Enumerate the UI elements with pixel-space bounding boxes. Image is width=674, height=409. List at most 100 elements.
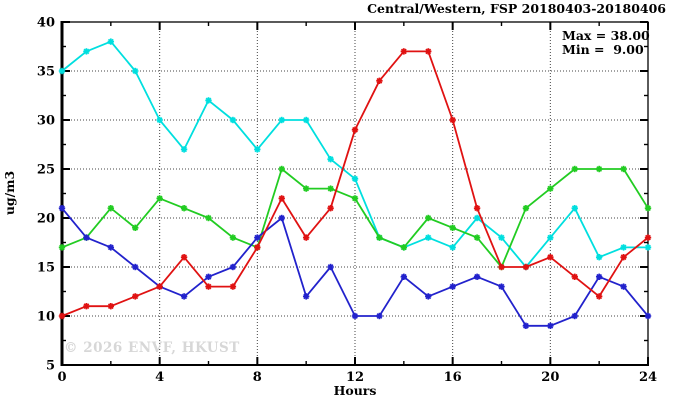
series-green-marker: [156, 195, 163, 202]
series-red-marker: [156, 283, 163, 290]
series-red-marker: [400, 48, 407, 55]
y-tick-label: 20: [37, 212, 55, 227]
series-blue-marker: [181, 293, 187, 300]
y-tick-label: 10: [37, 310, 55, 325]
series-blue-marker: [278, 215, 285, 221]
series-blue-marker: [449, 283, 456, 290]
series-red-marker: [132, 293, 139, 300]
series-cyan-marker: [278, 117, 285, 123]
series-cyan-marker: [303, 117, 310, 123]
y-tick-label: 15: [37, 261, 55, 276]
series-cyan-marker: [132, 68, 139, 74]
series-red-marker: [327, 205, 334, 212]
series-red-marker: [83, 303, 90, 310]
series-blue-marker: [83, 234, 90, 241]
series-red-marker: [181, 254, 187, 261]
axis-ticks: [61, 21, 649, 366]
series-red-marker: [474, 205, 480, 212]
series-red-marker: [107, 303, 114, 310]
series-green-marker: [376, 234, 383, 241]
y-tick-label: 5: [46, 359, 55, 374]
series-red-marker: [352, 126, 358, 133]
y-tick-label: 30: [37, 114, 55, 129]
gridlines: [62, 22, 648, 365]
x-tick-label: 8: [253, 370, 262, 385]
series-blue-marker: [620, 283, 627, 290]
series-blue-marker: [523, 322, 529, 329]
series-red-marker: [278, 195, 285, 202]
series-red-marker: [571, 273, 578, 280]
series-cyan-marker: [547, 234, 554, 241]
series-blue-marker: [645, 313, 651, 319]
series-red-marker: [523, 264, 529, 270]
series-blue-marker: [352, 313, 358, 319]
series-green: [58, 165, 652, 271]
series-green-marker: [230, 234, 236, 241]
x-tick-label: 12: [346, 370, 364, 385]
series-green-marker: [547, 185, 554, 192]
series-cyan-marker: [59, 68, 65, 74]
y-tick-label: 40: [37, 16, 55, 31]
series-red-marker: [59, 313, 65, 319]
series-red-marker: [376, 77, 383, 84]
series-cyan-marker: [474, 215, 480, 221]
series-red-marker: [620, 254, 627, 261]
series-red-marker: [498, 264, 505, 270]
series-red-marker: [254, 244, 261, 251]
x-tick-label: 0: [57, 370, 66, 385]
series-cyan-marker: [645, 244, 651, 251]
series-red-marker: [596, 293, 603, 300]
series-green-marker: [596, 166, 603, 172]
series-green-marker: [278, 166, 285, 172]
series-cyan-marker: [449, 244, 456, 251]
series-blue-marker: [327, 264, 334, 270]
series-green-marker: [327, 185, 334, 192]
x-axis-title: Hours: [334, 383, 377, 398]
series-cyan-marker: [620, 244, 627, 251]
x-tick-label: 24: [639, 370, 657, 385]
legend-min-label: Min = 9.00: [562, 42, 644, 57]
series-blue-marker: [425, 293, 432, 300]
series-red-marker: [547, 254, 554, 261]
series-blue-marker: [596, 273, 603, 280]
series-blue-marker: [254, 234, 261, 241]
series-blue-marker: [571, 313, 578, 319]
series-green-marker: [571, 166, 578, 172]
series-red-marker: [645, 234, 651, 241]
series-blue-marker: [376, 313, 383, 319]
series-green-marker: [474, 234, 480, 241]
series-red: [58, 48, 652, 320]
series-cyan-marker: [352, 175, 358, 182]
series-red-marker: [230, 283, 236, 290]
series-green-marker: [181, 205, 187, 212]
watermark: © 2026 ENVF, HKUST: [64, 340, 240, 356]
series-green-marker: [523, 205, 529, 212]
y-tick-label: 25: [37, 163, 55, 178]
series-green-marker: [352, 195, 358, 202]
x-tick-label: 20: [541, 370, 559, 385]
series-blue-marker: [205, 273, 212, 280]
series-cyan-marker: [571, 205, 578, 212]
series-blue-marker: [107, 244, 114, 251]
series-red-marker: [425, 48, 432, 55]
series-cyan-marker: [327, 156, 334, 163]
series-cyan-marker: [425, 234, 432, 241]
series-blue-marker: [59, 205, 65, 212]
series-cyan-marker: [230, 117, 236, 123]
series-cyan-marker: [596, 254, 603, 261]
series-green-marker: [132, 224, 139, 231]
series-cyan-marker: [181, 146, 187, 153]
series-blue-marker: [474, 273, 480, 280]
series-blue-marker: [547, 322, 554, 329]
x-tick-label: 16: [444, 370, 462, 385]
series-green-marker: [205, 215, 212, 221]
series-blue-marker: [230, 264, 236, 270]
y-tick-label: 35: [37, 65, 55, 80]
series-green-marker: [449, 224, 456, 231]
series-green-marker: [400, 244, 407, 251]
series-red-marker: [303, 234, 310, 241]
series-cyan-marker: [83, 48, 90, 55]
legend-max-label: Max = 38.00: [562, 28, 650, 43]
